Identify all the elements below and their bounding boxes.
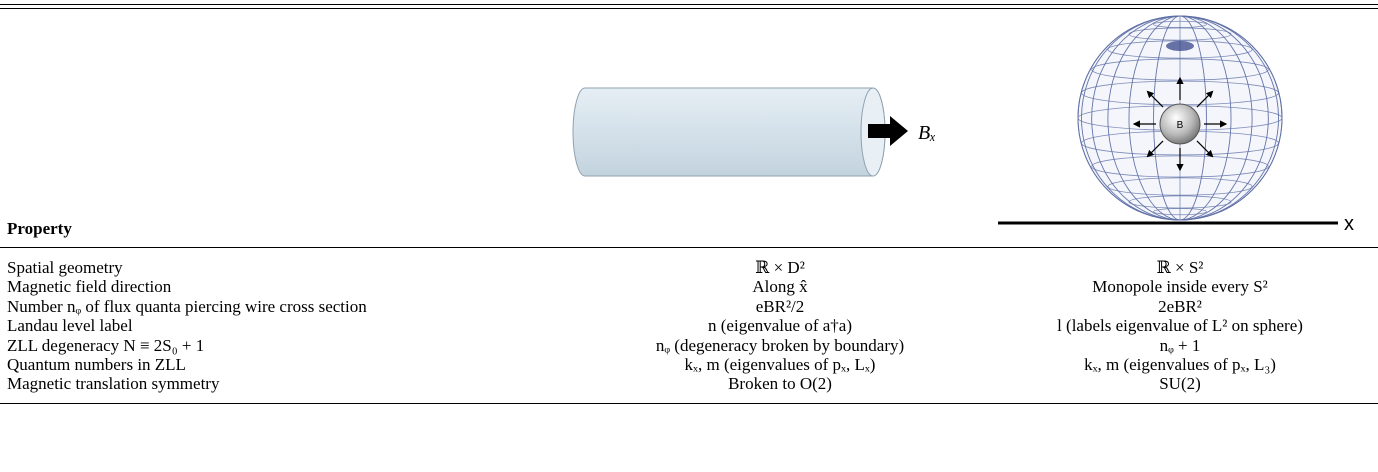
table-cell: kₓ, m (eigenvalues of pₓ, L₃) [1084,355,1276,374]
table-cell: Number nᵩ of flux quanta piercing wire c… [7,296,367,316]
sphere-parallel [1107,40,1253,59]
table-cell: l (labels eigenvalue of L² on sphere) [1057,316,1303,336]
sphere-parallel [1128,27,1232,41]
sphere-meridian [1081,15,1279,221]
table-cell: ℝ × D² [755,258,805,277]
cylinder: Bₓ [572,87,936,177]
header-rule [0,247,1378,248]
table-cell: 2eBR² [1158,296,1202,316]
field-arrow [868,116,908,146]
table-cell: Along x̂ [752,277,808,297]
field-label: Bₓ [918,122,936,144]
field-arrow [1146,140,1164,158]
top-rule [0,4,1378,5]
monopole [1159,103,1201,145]
table-cell: Spatial geometry [7,258,123,277]
table-cell: nᵩ + 1 [1159,335,1201,355]
table-cell: n (eigenvalue of a†a) [708,316,852,336]
top-rule [0,8,1378,9]
field-arrow [1196,140,1214,158]
table-cell: eBR²/2 [755,296,805,316]
table-cell: ℝ × S² [1156,258,1204,277]
table-cell: Landau level label [7,316,133,336]
header-cell: Property [7,219,72,238]
table-cell: Monopole inside every S² [1092,277,1268,297]
monopole-label: B [1177,120,1184,131]
table-cell: Magnetic field direction [7,277,172,297]
header-figures: Bₓ B x [572,15,1354,235]
table-cell: Broken to O(2) [728,374,832,394]
table-cell: Quantum numbers in ZLL [7,355,186,374]
sphere-pole [1166,41,1194,51]
table-cell: SU(2) [1159,374,1201,394]
sphere: B [1077,15,1283,221]
sphere-parallel [1107,177,1253,196]
sphere-parallel [1153,208,1207,216]
field-arrow [1146,90,1164,108]
axis-label: x [1344,213,1354,235]
field-arrow [1196,90,1214,108]
table-cell: ZLL degeneracy N ≡ 2S₀ + 1 [7,335,205,355]
table-cell: nᵩ (degeneracy broken by boundary) [655,335,905,355]
table-cell: kₓ, m (eigenvalues of pₓ, Lₓ) [684,355,876,374]
table-cell: Magnetic translation symmetry [7,374,220,394]
bottom-rule [0,403,1378,404]
